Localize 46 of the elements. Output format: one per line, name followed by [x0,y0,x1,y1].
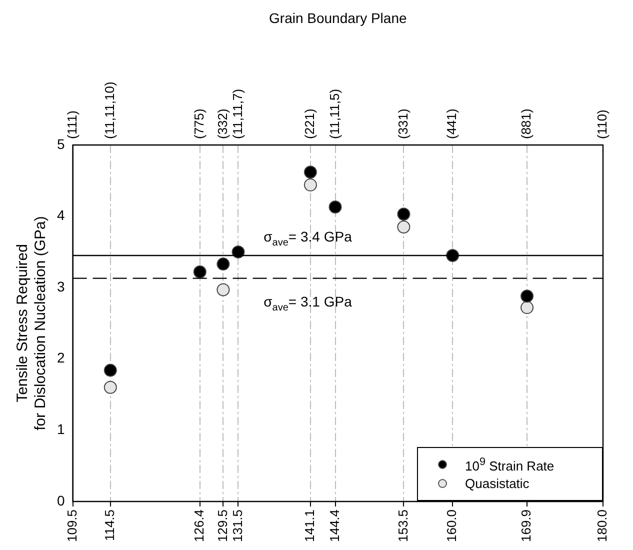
point [104,364,117,377]
x-tick-label: 144.4 [326,509,342,542]
x-tick-label: 131.5 [230,509,245,542]
point [397,220,410,234]
point [216,258,230,271]
y-tick-label: 3 [56,278,65,294]
y-axis-title: Tensile Stress Required for Dislocation Nucleation (GPa) [14,216,50,430]
legend-label: Quasistatic [465,476,530,492]
text: (11,11,5) [326,88,342,139]
text: (775) [191,108,206,139]
point [446,249,460,262]
x-tick-label: 129.5 [214,509,230,542]
x-tick-label: 126.4 [191,509,206,542]
point [520,290,534,303]
x-tick-label: 114.5 [102,509,117,542]
y-tick-label: 1 [56,421,65,438]
x-tick-label: 160.0 [444,509,460,542]
point [232,245,245,258]
text: (11,11,7) [230,88,245,139]
x-tick-label: 180.0 [594,509,610,542]
legend-label: 10$^{9}$ Strain Rate [465,456,554,474]
point [216,283,230,296]
point [520,301,534,314]
x2-axis-title: Grain Boundary Plane [269,10,407,26]
point [304,178,317,192]
y-tick-label: 2 [56,350,65,366]
point [193,265,206,278]
x-tick-label: 141.1 [302,509,318,542]
y-tick-label: 5 [56,136,65,152]
x-tick-label: 109.5 [64,509,80,542]
y-tick-label: 0 [56,492,65,508]
y-tick-label: 4 [56,207,65,224]
point [104,380,117,394]
point [328,200,342,214]
x-tick-label: 153.5 [395,509,410,542]
text: (11,11,10) [102,82,117,139]
text: (221) [302,108,318,139]
text: (332) [214,108,230,139]
point [304,166,317,179]
text: (881) [518,108,534,139]
text: (110) [594,110,610,139]
text: (331) [395,108,410,139]
text: (111) [64,110,80,139]
x-tick-label: 169.9 [518,509,534,542]
text: (441) [444,108,460,139]
point [397,208,410,221]
